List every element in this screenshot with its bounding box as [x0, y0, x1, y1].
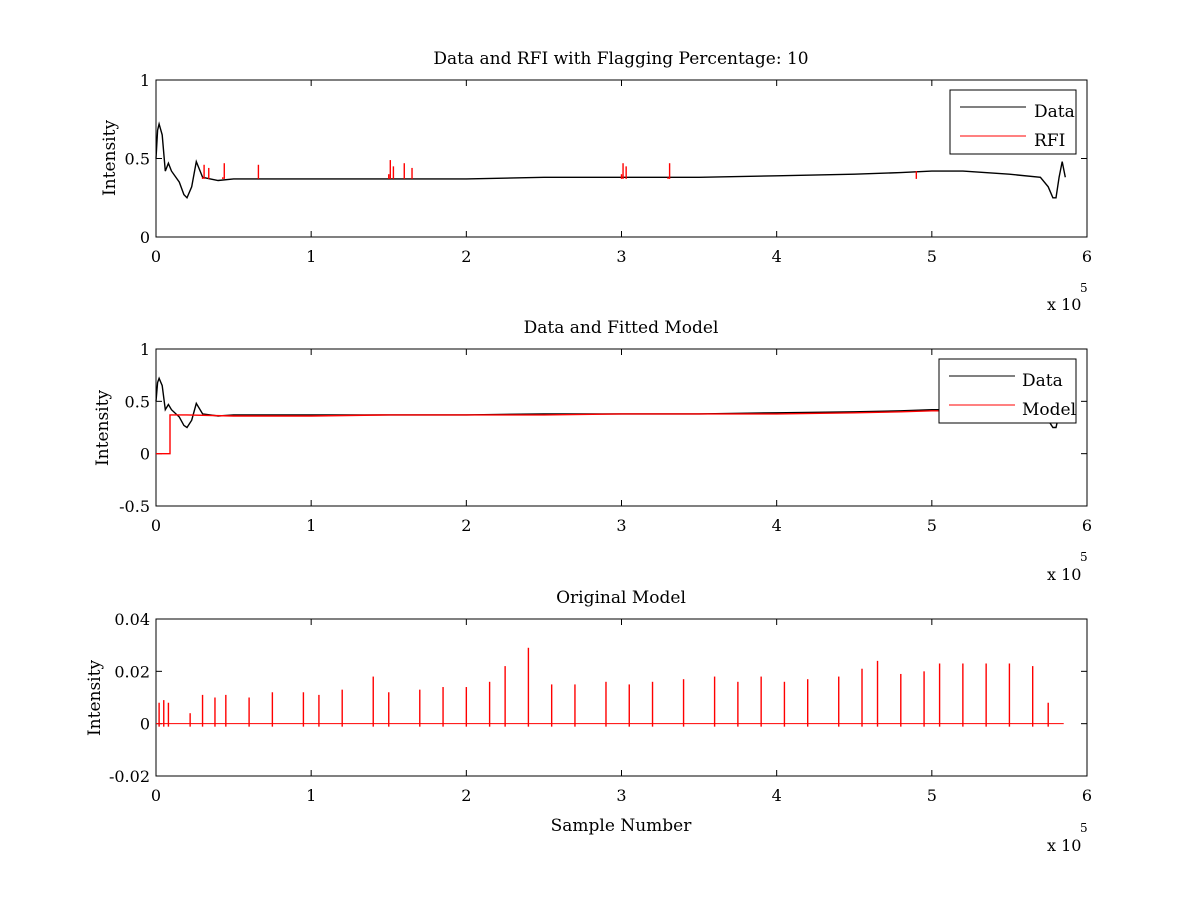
x-tick-label: 0	[151, 247, 161, 266]
x-tick-label: 2	[461, 516, 471, 535]
x-tick-label: 2	[461, 247, 471, 266]
y-tick-label: -0.02	[109, 767, 150, 786]
x-tick-label: 3	[616, 786, 626, 805]
y-tick-label: 0.02	[114, 662, 150, 681]
subplot-3-title: Original Model	[556, 588, 686, 608]
x-tick-label: 6	[1082, 786, 1092, 805]
x-tick-label: 4	[772, 247, 782, 266]
x-tick-label: 0	[151, 786, 161, 805]
x-tick-label: 4	[772, 786, 782, 805]
x-tick-label: 1	[306, 247, 316, 266]
x-tick-label: 0	[151, 516, 161, 535]
legend-label-model: Model	[1022, 400, 1076, 420]
subplot-1-legend-box	[949, 89, 1077, 155]
subplot-3-x-exponent-power: 5	[1080, 821, 1088, 835]
x-tick-label: 5	[927, 516, 937, 535]
x-tick-label: 1	[306, 516, 316, 535]
x-tick-label: 5	[927, 247, 937, 266]
subplot-2-x-exponent: x 10	[1047, 565, 1081, 584]
x-tick-label: 5	[927, 786, 937, 805]
subplot-1-title: Data and RFI with Flagging Percentage: 1…	[433, 49, 808, 69]
subplot-2-legend: Data Model	[938, 358, 1077, 424]
legend-label-data: Data	[1022, 371, 1063, 391]
series-line-data	[155, 121, 1066, 200]
x-tick-label: 3	[616, 247, 626, 266]
y-tick-label: 0	[140, 715, 150, 734]
y-tick-label: 1	[140, 71, 150, 90]
subplot-2-legend-box	[938, 358, 1077, 424]
subplot-2-ylabel: Intensity	[93, 390, 113, 466]
y-tick-label: 0.5	[125, 150, 150, 169]
x-tick-label: 1	[306, 786, 316, 805]
subplot-data-model: Data and Fitted Model 0 1 2 3 4 5 6-0.500.51 I…	[93, 318, 1092, 584]
x-tick-label: 2	[461, 786, 471, 805]
subplot-1-series	[155, 121, 1066, 200]
subplot-3-axes-box	[155, 618, 1088, 777]
x-tick-label: 6	[1082, 247, 1092, 266]
subplot-2-title: Data and Fitted Model	[524, 318, 719, 338]
subplot-1-x-exponent: x 10	[1047, 295, 1081, 314]
y-tick-label: 1	[140, 340, 150, 359]
y-tick-label: -0.5	[119, 497, 150, 516]
y-tick-label: 0.04	[114, 610, 150, 629]
subplot-3-series	[156, 647, 1064, 727]
subplot-3-ylabel: Intensity	[85, 660, 105, 736]
subplot-2-ticks: 0 1 2 3 4 5 6-0.500.51	[119, 340, 1092, 535]
subplot-2-axes-box	[155, 348, 1088, 507]
y-tick-label: 0	[140, 445, 150, 464]
subplot-3-x-exponent: x 10	[1047, 836, 1081, 855]
subplot-1-x-exponent-power: 5	[1080, 281, 1088, 295]
y-tick-label: 0	[140, 228, 150, 247]
subplot-1-axes-box	[155, 79, 1088, 238]
subplot-3-xlabel: Sample Number	[551, 816, 693, 836]
subplot-data-rfi: Data and RFI with Flagging Percentage: 1…	[100, 49, 1092, 314]
subplot-1-ylabel: Intensity	[100, 120, 120, 196]
x-tick-label: 6	[1082, 516, 1092, 535]
legend-label-rfi: RFI	[1034, 131, 1065, 151]
subplot-1-legend: Data RFI	[949, 89, 1077, 155]
subplot-2-x-exponent-power: 5	[1080, 550, 1088, 564]
series-line-model	[156, 410, 994, 455]
y-tick-label: 0.5	[125, 392, 150, 411]
legend-label-data: Data	[1034, 102, 1075, 122]
x-tick-label: 4	[772, 516, 782, 535]
x-tick-label: 3	[616, 516, 626, 535]
subplot-1-ticks: 0 1 2 3 4 5 6 0 0.5 1	[125, 71, 1093, 266]
